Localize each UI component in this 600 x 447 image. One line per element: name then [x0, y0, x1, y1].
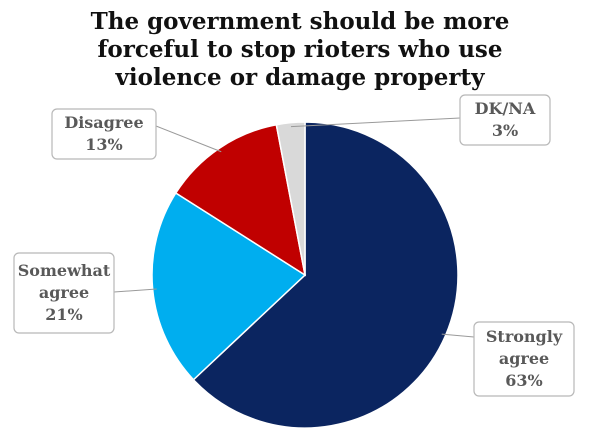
callout-category-label: DK/NA	[475, 99, 536, 118]
callout-disagree: Disagree 13%	[51, 108, 157, 160]
callout-value-label: 21%	[45, 305, 82, 324]
callout-value-label: 63%	[505, 371, 542, 390]
pie-slice-disagree	[174, 123, 307, 277]
callout-category-label: agree	[499, 349, 549, 368]
callout-category-label: Somewhat	[18, 261, 111, 280]
callout-somewhat-agree: Somewhat agree 21%	[13, 252, 115, 334]
leader-line-somewhat-agree	[113, 288, 157, 293]
pie-slice-strongly-agree	[192, 121, 459, 429]
callout-dk-na: DK/NA 3%	[459, 94, 551, 146]
leader-line-strongly-agree	[441, 333, 475, 338]
callout-value-label: 3%	[492, 121, 518, 140]
callout-strongly-agree: Strongly agree 63%	[473, 321, 575, 397]
leader-line-disagree	[155, 125, 222, 153]
pie-slice-dk-na	[275, 121, 306, 276]
callout-leader-lines	[113, 117, 475, 338]
callout-box	[13, 252, 115, 334]
callout-box	[51, 108, 157, 160]
pie-slices	[151, 121, 459, 429]
chart-title-line-2: forceful to stop rioters who use	[97, 36, 502, 63]
chart-title-line-3: violence or damage property	[115, 64, 486, 91]
callout-box	[473, 321, 575, 397]
callout-box	[459, 94, 551, 146]
callout-value-label: 13%	[85, 135, 122, 154]
slice-callouts: Strongly agree 63% Somewhat agree 21% Disagree…	[13, 94, 575, 397]
callout-category-label: Strongly	[486, 327, 563, 346]
leader-line-dk-na	[290, 117, 461, 128]
chart-title: The government should be more forceful t…	[91, 8, 510, 91]
callout-category-label: agree	[39, 283, 89, 302]
callout-category-label: Disagree	[64, 113, 143, 132]
chart-title-line-1: The government should be more	[91, 8, 510, 35]
